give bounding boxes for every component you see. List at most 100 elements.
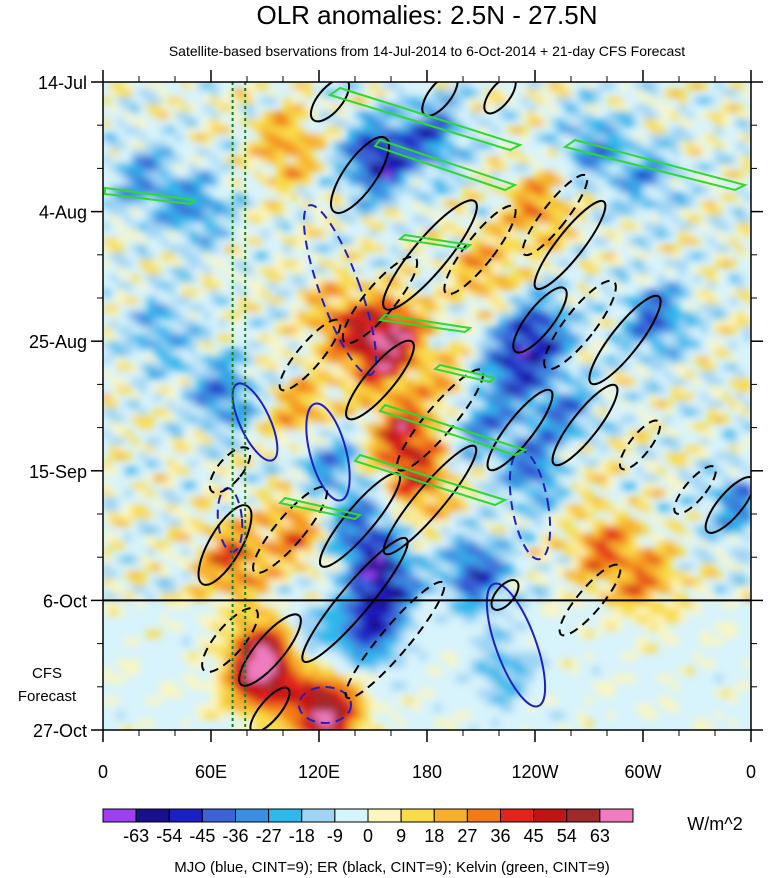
kelvin-contour bbox=[397, 233, 473, 251]
colorbar-swatch bbox=[599, 808, 634, 823]
x-tick-label: 60E bbox=[195, 762, 227, 782]
kelvin-contour bbox=[353, 453, 508, 507]
colorbar-swatch bbox=[102, 808, 137, 823]
er-contour bbox=[443, 204, 517, 296]
anomaly-field bbox=[103, 82, 751, 730]
kelvin-contour bbox=[377, 313, 473, 334]
colorbar-label: 27 bbox=[457, 826, 477, 846]
x-tick-label: 0 bbox=[98, 762, 108, 782]
er-contour bbox=[521, 173, 589, 257]
kelvin-contour bbox=[104, 186, 198, 206]
er-contour bbox=[486, 388, 554, 472]
er-contour bbox=[704, 476, 751, 534]
y-tick-label: 25-Aug bbox=[29, 332, 87, 352]
colorbar-swatch bbox=[301, 808, 336, 823]
chart-title: OLR anomalies: 2.5N - 27.5N bbox=[256, 0, 597, 30]
mjo-contour bbox=[231, 382, 279, 462]
colorbar-label: 63 bbox=[590, 826, 610, 846]
er-contour bbox=[301, 536, 409, 664]
colorbar-swatch bbox=[466, 808, 501, 823]
kelvin-contour bbox=[373, 138, 518, 192]
er-contour bbox=[588, 294, 662, 386]
er-contour bbox=[208, 446, 252, 494]
er-contour bbox=[551, 383, 619, 467]
x-tick-label: 120E bbox=[298, 762, 340, 782]
y-tick-label: 27-Oct bbox=[33, 721, 87, 741]
legend-note: MJO (blue, CINT=9); ER (black, CINT=9); … bbox=[174, 859, 610, 876]
colorbar-label: 45 bbox=[524, 826, 544, 846]
reference-lines bbox=[231, 82, 247, 730]
er-contour bbox=[345, 339, 415, 421]
colorbar-label: -27 bbox=[256, 826, 282, 846]
er-contour bbox=[512, 286, 568, 354]
forecast-label-line1: CFS bbox=[32, 665, 62, 682]
er-contour bbox=[252, 485, 328, 575]
colorbar-units: W/m^2 bbox=[687, 814, 742, 834]
colorbar-swatch bbox=[201, 808, 236, 823]
x-tick-label: 180 bbox=[412, 762, 442, 782]
colorbar: -63 -54 -45 -36 -27 -18 -9 0 9 18 27 36 45 54 63 bbox=[102, 808, 634, 846]
colorbar-label: 0 bbox=[363, 826, 373, 846]
er-contour bbox=[533, 199, 607, 291]
y-tick-label: 14-Jul bbox=[38, 73, 87, 93]
colorbar-swatch bbox=[367, 808, 402, 823]
er-contour bbox=[330, 136, 390, 214]
kelvin-contour bbox=[562, 138, 748, 192]
colorbar-swatch bbox=[433, 808, 468, 823]
y-tick-label: 6-Oct bbox=[43, 591, 87, 611]
colorbar-label: -45 bbox=[189, 826, 215, 846]
er-contour bbox=[309, 82, 351, 123]
er-contour bbox=[197, 504, 253, 586]
x-tick-label: 120W bbox=[511, 762, 558, 782]
er-contour bbox=[278, 318, 342, 392]
x-axis: 0 60E 120E 180 120W 60W 0 bbox=[98, 70, 756, 782]
colorbar-swatch bbox=[334, 808, 369, 823]
colorbar-label: 36 bbox=[490, 826, 510, 846]
anomaly-cells bbox=[103, 82, 751, 730]
colorbar-swatch bbox=[268, 808, 303, 823]
mjo-contour bbox=[305, 402, 351, 502]
mjo-contour bbox=[485, 582, 547, 708]
er-contour bbox=[483, 82, 517, 115]
er-contour bbox=[558, 563, 622, 637]
mjo-contour bbox=[298, 686, 352, 724]
x-tick-label: 60W bbox=[624, 762, 661, 782]
forecast-label-line2: Forecast bbox=[18, 688, 77, 705]
colorbar-label: -54 bbox=[156, 826, 182, 846]
colorbar-swatch bbox=[500, 808, 535, 823]
colorbar-swatch bbox=[533, 808, 568, 823]
colorbar-swatch bbox=[235, 808, 270, 823]
colorbar-label: 18 bbox=[424, 826, 444, 846]
er-contour bbox=[249, 686, 291, 730]
kelvin-contour bbox=[327, 86, 523, 152]
er-contour bbox=[344, 580, 446, 700]
colorbar-label: 54 bbox=[557, 826, 577, 846]
colorbar-swatch bbox=[400, 808, 435, 823]
colorbar-label: -18 bbox=[289, 826, 315, 846]
colorbar-label: 9 bbox=[396, 826, 406, 846]
er-contour bbox=[395, 368, 485, 472]
er-contour bbox=[673, 465, 717, 515]
er-contour bbox=[238, 613, 302, 687]
er-contour bbox=[341, 255, 419, 345]
colorbar-label: -63 bbox=[123, 826, 149, 846]
er-contour bbox=[382, 444, 478, 556]
x-tick-label: 0 bbox=[746, 762, 756, 782]
kelvin-contour bbox=[277, 496, 363, 521]
er-contour bbox=[618, 419, 662, 471]
kelvin-contour bbox=[378, 403, 528, 457]
er-contour bbox=[382, 199, 478, 311]
y-tick-label: 15-Sep bbox=[29, 462, 87, 482]
chart-subtitle: Satellite-based bservations from 14-Jul-… bbox=[169, 43, 685, 59]
y-tick-label: 4-Aug bbox=[39, 203, 87, 223]
y-axis: 14-Jul 4-Aug 25-Aug 15-Sep 6-Oct 27-Oct bbox=[29, 73, 763, 741]
colorbar-swatch bbox=[168, 808, 203, 823]
er-contour bbox=[201, 607, 259, 673]
colorbar-label: -36 bbox=[222, 826, 248, 846]
colorbar-label: -9 bbox=[327, 826, 343, 846]
kelvin-contour bbox=[432, 363, 498, 384]
colorbar-swatch bbox=[135, 808, 170, 823]
mjo-contour bbox=[302, 204, 378, 376]
colorbar-swatch bbox=[566, 808, 601, 823]
